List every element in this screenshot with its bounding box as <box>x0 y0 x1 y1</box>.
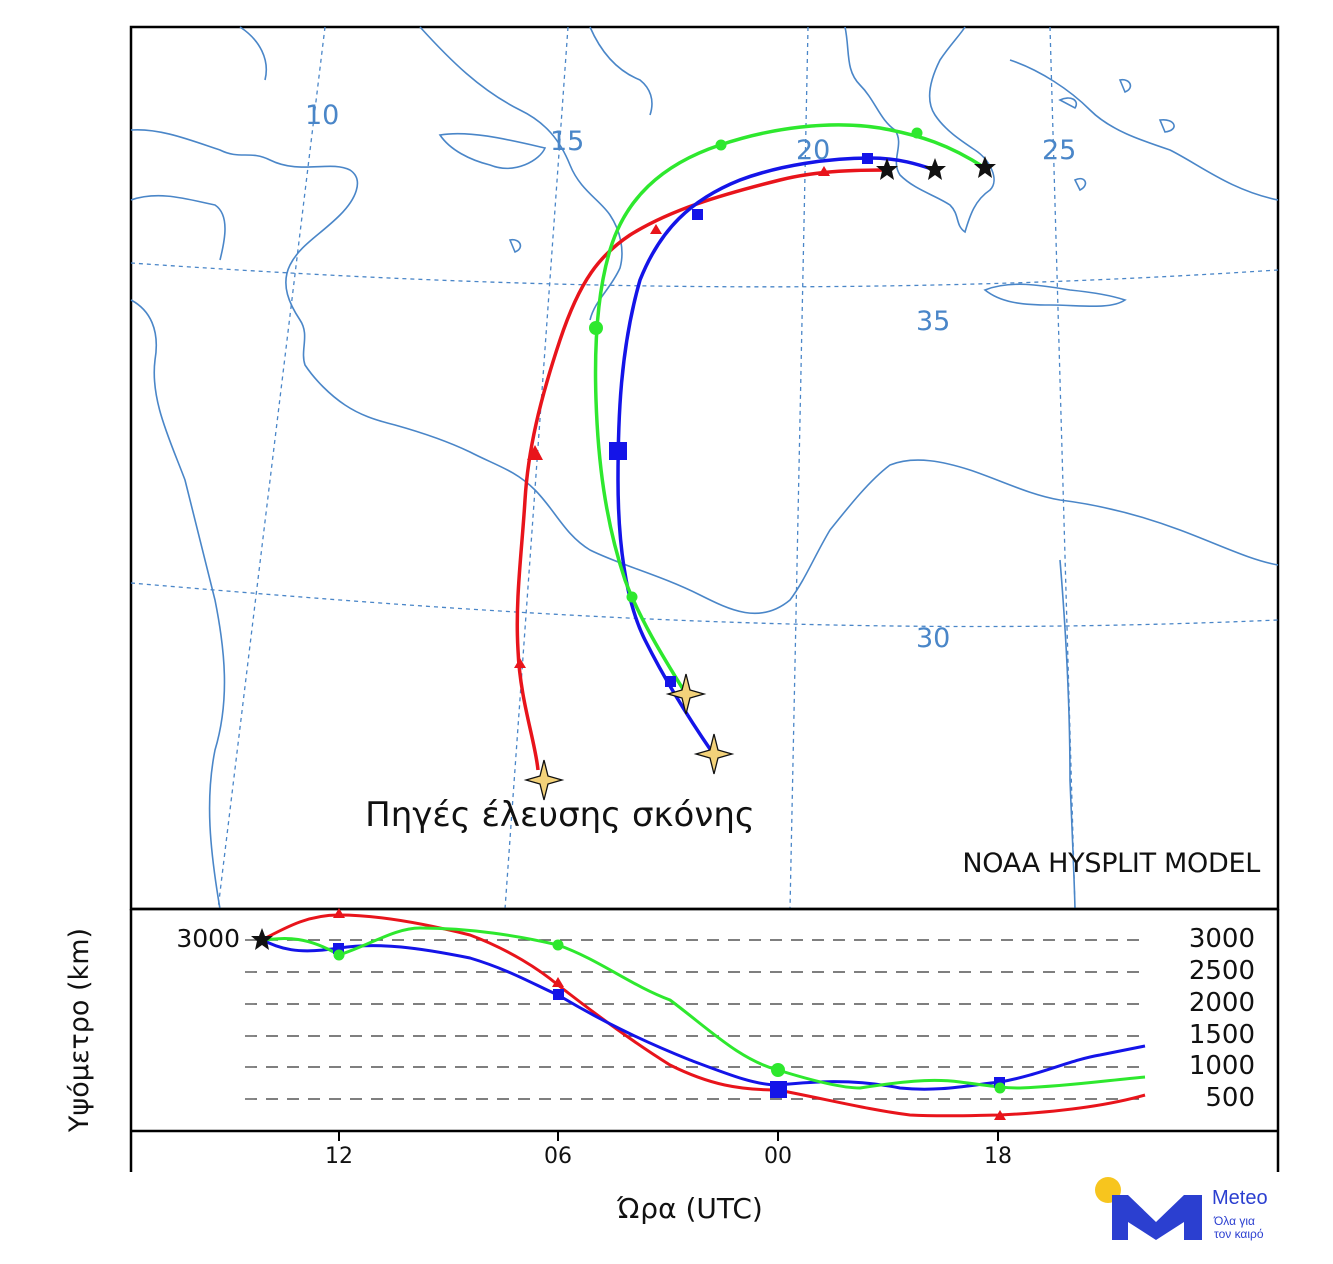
circle-marker <box>626 591 638 603</box>
m-mark-icon <box>1112 1195 1202 1240</box>
square-marker <box>692 209 703 220</box>
level-label: 500 <box>1205 1083 1255 1113</box>
north-africa-coast <box>130 129 1279 615</box>
square-marker <box>770 1081 787 1098</box>
meteo-logo <box>1095 1177 1202 1240</box>
circle-marker <box>589 321 603 335</box>
altitude-panel <box>129 907 1280 1172</box>
square-marker <box>665 676 676 687</box>
lon-label-25: 25 <box>1042 135 1077 166</box>
square-marker <box>609 442 627 460</box>
source-star-icon <box>665 673 707 715</box>
lat-label-30: 30 <box>916 623 951 654</box>
time-tick-marks <box>338 1131 999 1141</box>
triangle-marker <box>552 977 564 987</box>
altitude-green <box>261 926 1146 1090</box>
lon-label-15: 15 <box>550 126 585 157</box>
square-marker <box>994 1077 1005 1088</box>
level-label: 2000 <box>1188 988 1255 1018</box>
italy-coast <box>419 26 623 321</box>
level-label: 1000 <box>1188 1051 1255 1081</box>
altitude-markers <box>251 908 1006 1120</box>
level-lines <box>245 939 1145 1100</box>
malta <box>508 238 522 254</box>
greece-coast <box>844 26 995 234</box>
brand-tagline: Όλα για τον καιρό <box>1214 1215 1294 1241</box>
source-star-icon <box>523 759 565 801</box>
red-markers <box>514 166 830 668</box>
graticule <box>130 26 1279 910</box>
brand-tagline-line2: τον καιρό <box>1214 1227 1264 1241</box>
time-tick-label: 00 <box>764 1144 792 1169</box>
time-tick-label: 18 <box>984 1144 1012 1169</box>
square-marker <box>553 989 564 1000</box>
start-star-icon <box>876 158 898 180</box>
brand-name: Meteo <box>1212 1187 1268 1209</box>
brand-tagline-line1: Όλα για <box>1214 1214 1255 1228</box>
square-marker <box>333 943 344 954</box>
circle-marker <box>771 1063 785 1077</box>
island-3 <box>1158 119 1175 133</box>
circle-marker <box>552 939 564 951</box>
coastline <box>130 26 1279 910</box>
level-label: 2500 <box>1188 956 1255 986</box>
model-label: NOAA HYSPLIT MODEL <box>962 848 1260 879</box>
turkey-coast <box>1009 59 1279 201</box>
island-2 <box>1118 78 1132 94</box>
blue-markers <box>609 153 873 687</box>
trajectory-green <box>593 123 986 695</box>
start-star-icon <box>924 158 946 180</box>
latitude-35-line <box>130 262 1279 288</box>
y-axis-label: Υψόμετρο (km) <box>64 927 95 1133</box>
dust-source-label: Πηγές έλευσης σκόνης <box>365 795 755 835</box>
lon-label-10: 10 <box>305 100 340 131</box>
triangle-marker <box>333 908 345 918</box>
time-tick-label: 06 <box>544 1144 572 1169</box>
triangle-marker <box>514 658 526 668</box>
source-star-icon <box>693 733 735 775</box>
map-panel <box>129 25 1280 911</box>
square-marker <box>862 153 873 164</box>
triangle-marker <box>994 1110 1006 1120</box>
island-4 <box>1073 177 1087 192</box>
egypt-border <box>1059 559 1076 910</box>
x-axis-label: Ώρα (UTC) <box>617 1192 763 1225</box>
triangle-marker <box>818 166 830 176</box>
lon-label-20: 20 <box>796 135 831 166</box>
lat-label-35: 35 <box>916 306 951 337</box>
island-1 <box>1058 97 1078 110</box>
start-stars <box>876 156 996 180</box>
sardinia-edge <box>239 26 267 81</box>
time-tick-label: 12 <box>325 1144 353 1169</box>
circle-marker <box>333 949 345 961</box>
triangle-marker <box>650 224 662 234</box>
circle-marker <box>715 139 727 151</box>
sicily <box>438 132 547 170</box>
longitude-25-line <box>1049 26 1076 910</box>
start-star-icon <box>251 928 273 950</box>
altitude-blue <box>261 938 1146 1091</box>
source-stars <box>523 673 735 801</box>
green-markers <box>589 127 923 603</box>
longitude-15-line <box>504 26 569 910</box>
trajectory-red <box>515 168 891 771</box>
algeria-border <box>130 299 226 910</box>
start-altitude-label: 3000 <box>176 924 240 953</box>
circle-marker <box>994 1082 1006 1094</box>
triangle-marker <box>527 445 543 460</box>
italy-heel <box>589 26 653 116</box>
crete <box>983 283 1127 308</box>
tunisia-inner <box>130 194 226 261</box>
circle-marker <box>911 127 923 139</box>
level-label: 3000 <box>1188 924 1255 954</box>
trajectory-blue <box>616 156 936 753</box>
start-star-icon <box>974 156 996 178</box>
latitude-30-line <box>130 582 1279 628</box>
altitude-red <box>261 913 1146 1118</box>
level-label: 1500 <box>1188 1020 1255 1050</box>
